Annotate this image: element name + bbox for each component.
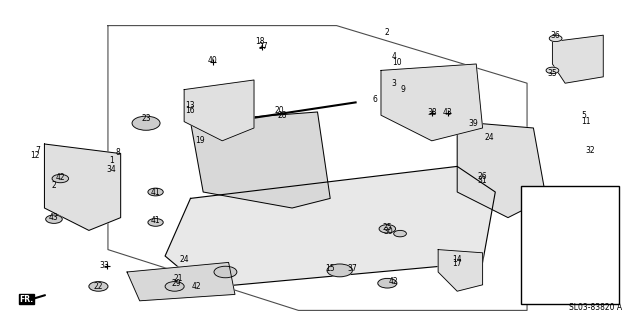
Text: 22: 22 bbox=[94, 282, 103, 291]
Polygon shape bbox=[552, 35, 603, 83]
Circle shape bbox=[214, 266, 237, 278]
Text: 18: 18 bbox=[256, 37, 265, 46]
Polygon shape bbox=[127, 262, 235, 301]
Polygon shape bbox=[438, 250, 483, 291]
Text: 34: 34 bbox=[106, 165, 116, 174]
Text: 9: 9 bbox=[401, 85, 406, 94]
Text: 31: 31 bbox=[478, 176, 488, 185]
Polygon shape bbox=[457, 122, 546, 218]
Text: 7: 7 bbox=[36, 146, 41, 155]
Text: 29: 29 bbox=[171, 279, 182, 288]
Text: 24: 24 bbox=[484, 133, 494, 142]
Polygon shape bbox=[190, 112, 330, 208]
Text: 10: 10 bbox=[392, 58, 402, 67]
Text: 39: 39 bbox=[468, 119, 478, 128]
Text: 25: 25 bbox=[382, 223, 392, 232]
Polygon shape bbox=[184, 80, 254, 141]
Circle shape bbox=[394, 230, 406, 237]
Text: 28: 28 bbox=[278, 111, 287, 120]
Text: 43: 43 bbox=[49, 213, 59, 222]
Text: 42: 42 bbox=[55, 173, 65, 182]
Circle shape bbox=[46, 215, 62, 223]
Text: 20: 20 bbox=[274, 106, 284, 115]
Text: 40: 40 bbox=[208, 56, 218, 65]
Text: 43: 43 bbox=[443, 108, 453, 116]
Text: 33: 33 bbox=[100, 261, 110, 270]
Text: 2: 2 bbox=[51, 181, 57, 190]
Text: 5: 5 bbox=[582, 111, 587, 120]
Text: 13: 13 bbox=[185, 101, 196, 110]
Circle shape bbox=[148, 219, 163, 226]
Text: 36: 36 bbox=[551, 31, 561, 40]
Text: 2: 2 bbox=[385, 28, 390, 36]
Text: 1: 1 bbox=[109, 156, 114, 164]
Text: 12: 12 bbox=[30, 151, 39, 160]
Text: 15: 15 bbox=[325, 264, 335, 273]
Circle shape bbox=[165, 282, 184, 291]
Text: 30: 30 bbox=[384, 228, 394, 236]
Polygon shape bbox=[44, 144, 121, 230]
Polygon shape bbox=[165, 166, 495, 288]
Text: 17: 17 bbox=[452, 260, 462, 268]
Text: 21: 21 bbox=[173, 274, 182, 283]
Text: 27: 27 bbox=[258, 42, 269, 51]
Text: 8: 8 bbox=[115, 148, 120, 156]
Circle shape bbox=[132, 116, 160, 130]
Text: 4: 4 bbox=[391, 52, 396, 60]
Text: FR.: FR. bbox=[20, 295, 34, 304]
Text: 11: 11 bbox=[581, 117, 590, 126]
Text: 24: 24 bbox=[179, 255, 189, 264]
Text: 32: 32 bbox=[585, 146, 596, 155]
Circle shape bbox=[327, 264, 352, 277]
Polygon shape bbox=[381, 64, 483, 141]
Text: 37: 37 bbox=[347, 264, 358, 273]
Text: 14: 14 bbox=[452, 255, 462, 264]
Text: 26: 26 bbox=[478, 172, 488, 180]
Text: 42: 42 bbox=[192, 282, 202, 291]
Text: 38: 38 bbox=[427, 108, 437, 116]
Text: 42: 42 bbox=[389, 277, 399, 286]
Text: 23: 23 bbox=[141, 114, 151, 123]
Circle shape bbox=[89, 282, 108, 291]
Text: 3: 3 bbox=[391, 79, 396, 88]
Circle shape bbox=[52, 174, 69, 183]
Text: 41: 41 bbox=[150, 188, 161, 196]
Text: 19: 19 bbox=[195, 136, 205, 145]
Circle shape bbox=[379, 225, 396, 233]
Circle shape bbox=[148, 188, 163, 196]
Text: 35: 35 bbox=[547, 69, 558, 78]
Text: 16: 16 bbox=[185, 106, 196, 115]
Circle shape bbox=[546, 67, 559, 74]
Circle shape bbox=[549, 35, 562, 42]
Text: 41: 41 bbox=[150, 216, 161, 225]
Circle shape bbox=[378, 278, 397, 288]
Text: SL03-83820 A: SL03-83820 A bbox=[569, 303, 622, 312]
Bar bbox=[521, 186, 619, 304]
Text: 6: 6 bbox=[372, 95, 377, 104]
